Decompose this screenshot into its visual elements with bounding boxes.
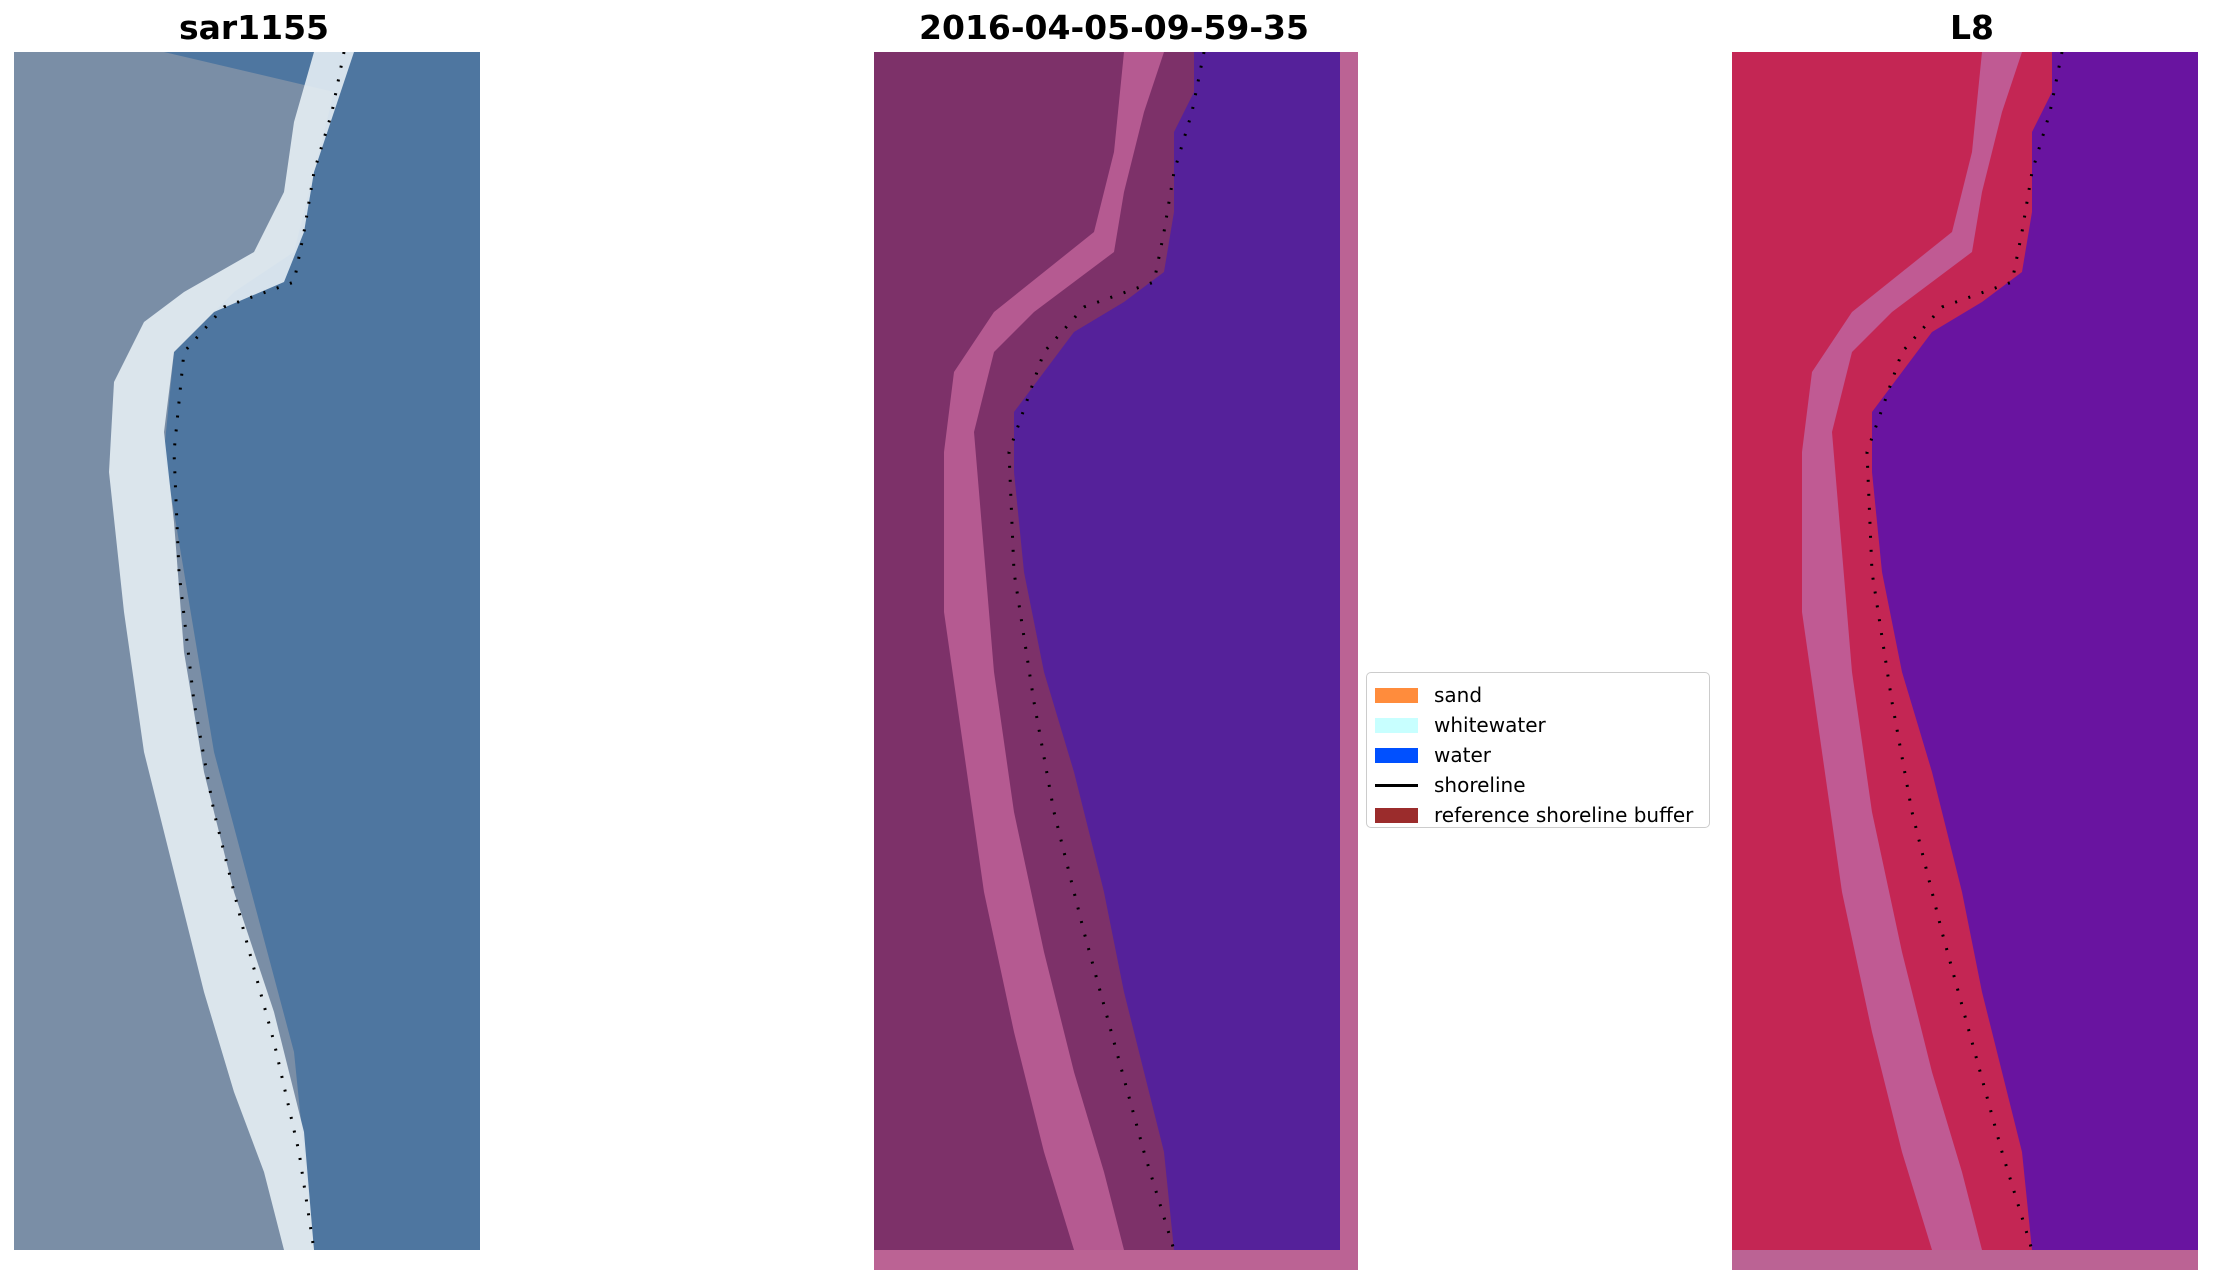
legend: sand whitewater water shoreline referenc… <box>1366 672 1710 828</box>
panel-title-rgb: sar1155 <box>178 8 330 47</box>
shoreline-line-icon <box>1375 783 1418 787</box>
shoreline-line-classification <box>1007 52 1206 1251</box>
l8-image <box>1732 52 2198 1270</box>
l8-image-panel <box>1732 52 2198 1270</box>
panel-title-l8: L8 <box>1950 8 1994 47</box>
classification-image <box>874 52 1358 1270</box>
sand-swatch-icon <box>1375 687 1418 703</box>
legend-item-shoreline: shoreline <box>1375 771 1526 799</box>
buffer-swatch-icon <box>1375 807 1418 823</box>
whitewater-swatch-icon <box>1375 717 1418 733</box>
panel-title-classification: 2016-04-05-09-59-35 <box>919 8 1309 47</box>
classification-panel <box>874 52 1358 1270</box>
rgb-image <box>14 52 480 1250</box>
legend-item-whitewater: whitewater <box>1375 711 1546 739</box>
water-swatch-icon <box>1375 747 1418 763</box>
legend-item-water: water <box>1375 741 1491 769</box>
legend-item-sand: sand <box>1375 681 1482 709</box>
shoreline-line-l8 <box>1865 52 2064 1251</box>
rgb-image-panel <box>14 52 480 1250</box>
legend-item-reference-buffer: reference shoreline buffer <box>1375 801 1693 829</box>
